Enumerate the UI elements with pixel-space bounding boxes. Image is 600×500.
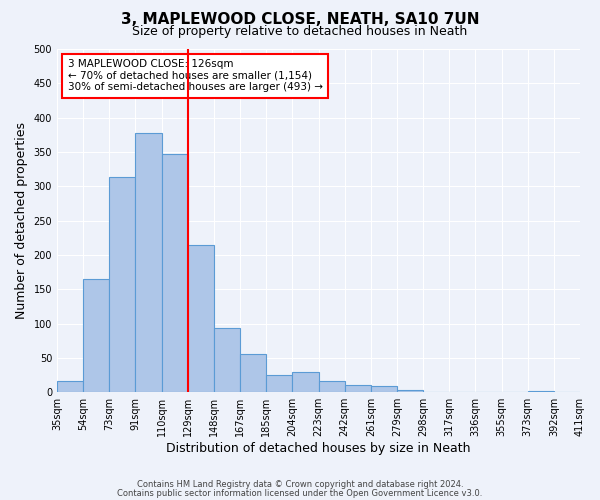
Bar [371,386,397,392]
Text: Contains HM Land Registry data © Crown copyright and database right 2024.: Contains HM Land Registry data © Crown c… [137,480,463,489]
Bar [214,328,240,392]
Text: Contains public sector information licensed under the Open Government Licence v3: Contains public sector information licen… [118,488,482,498]
X-axis label: Distribution of detached houses by size in Neath: Distribution of detached houses by size … [166,442,471,455]
Bar [136,132,161,392]
Bar [528,391,554,392]
Bar [83,279,109,392]
Bar [344,386,371,392]
Text: 3, MAPLEWOOD CLOSE, NEATH, SA10 7UN: 3, MAPLEWOOD CLOSE, NEATH, SA10 7UN [121,12,479,28]
Text: 3 MAPLEWOOD CLOSE: 126sqm
← 70% of detached houses are smaller (1,154)
30% of se: 3 MAPLEWOOD CLOSE: 126sqm ← 70% of detac… [68,60,323,92]
Bar [57,381,83,392]
Bar [266,375,292,392]
Bar [292,372,319,392]
Y-axis label: Number of detached properties: Number of detached properties [15,122,28,319]
Bar [109,178,136,392]
Text: Size of property relative to detached houses in Neath: Size of property relative to detached ho… [133,25,467,38]
Bar [161,154,188,392]
Bar [240,354,266,392]
Bar [397,390,423,392]
Bar [319,381,344,392]
Bar [188,244,214,392]
